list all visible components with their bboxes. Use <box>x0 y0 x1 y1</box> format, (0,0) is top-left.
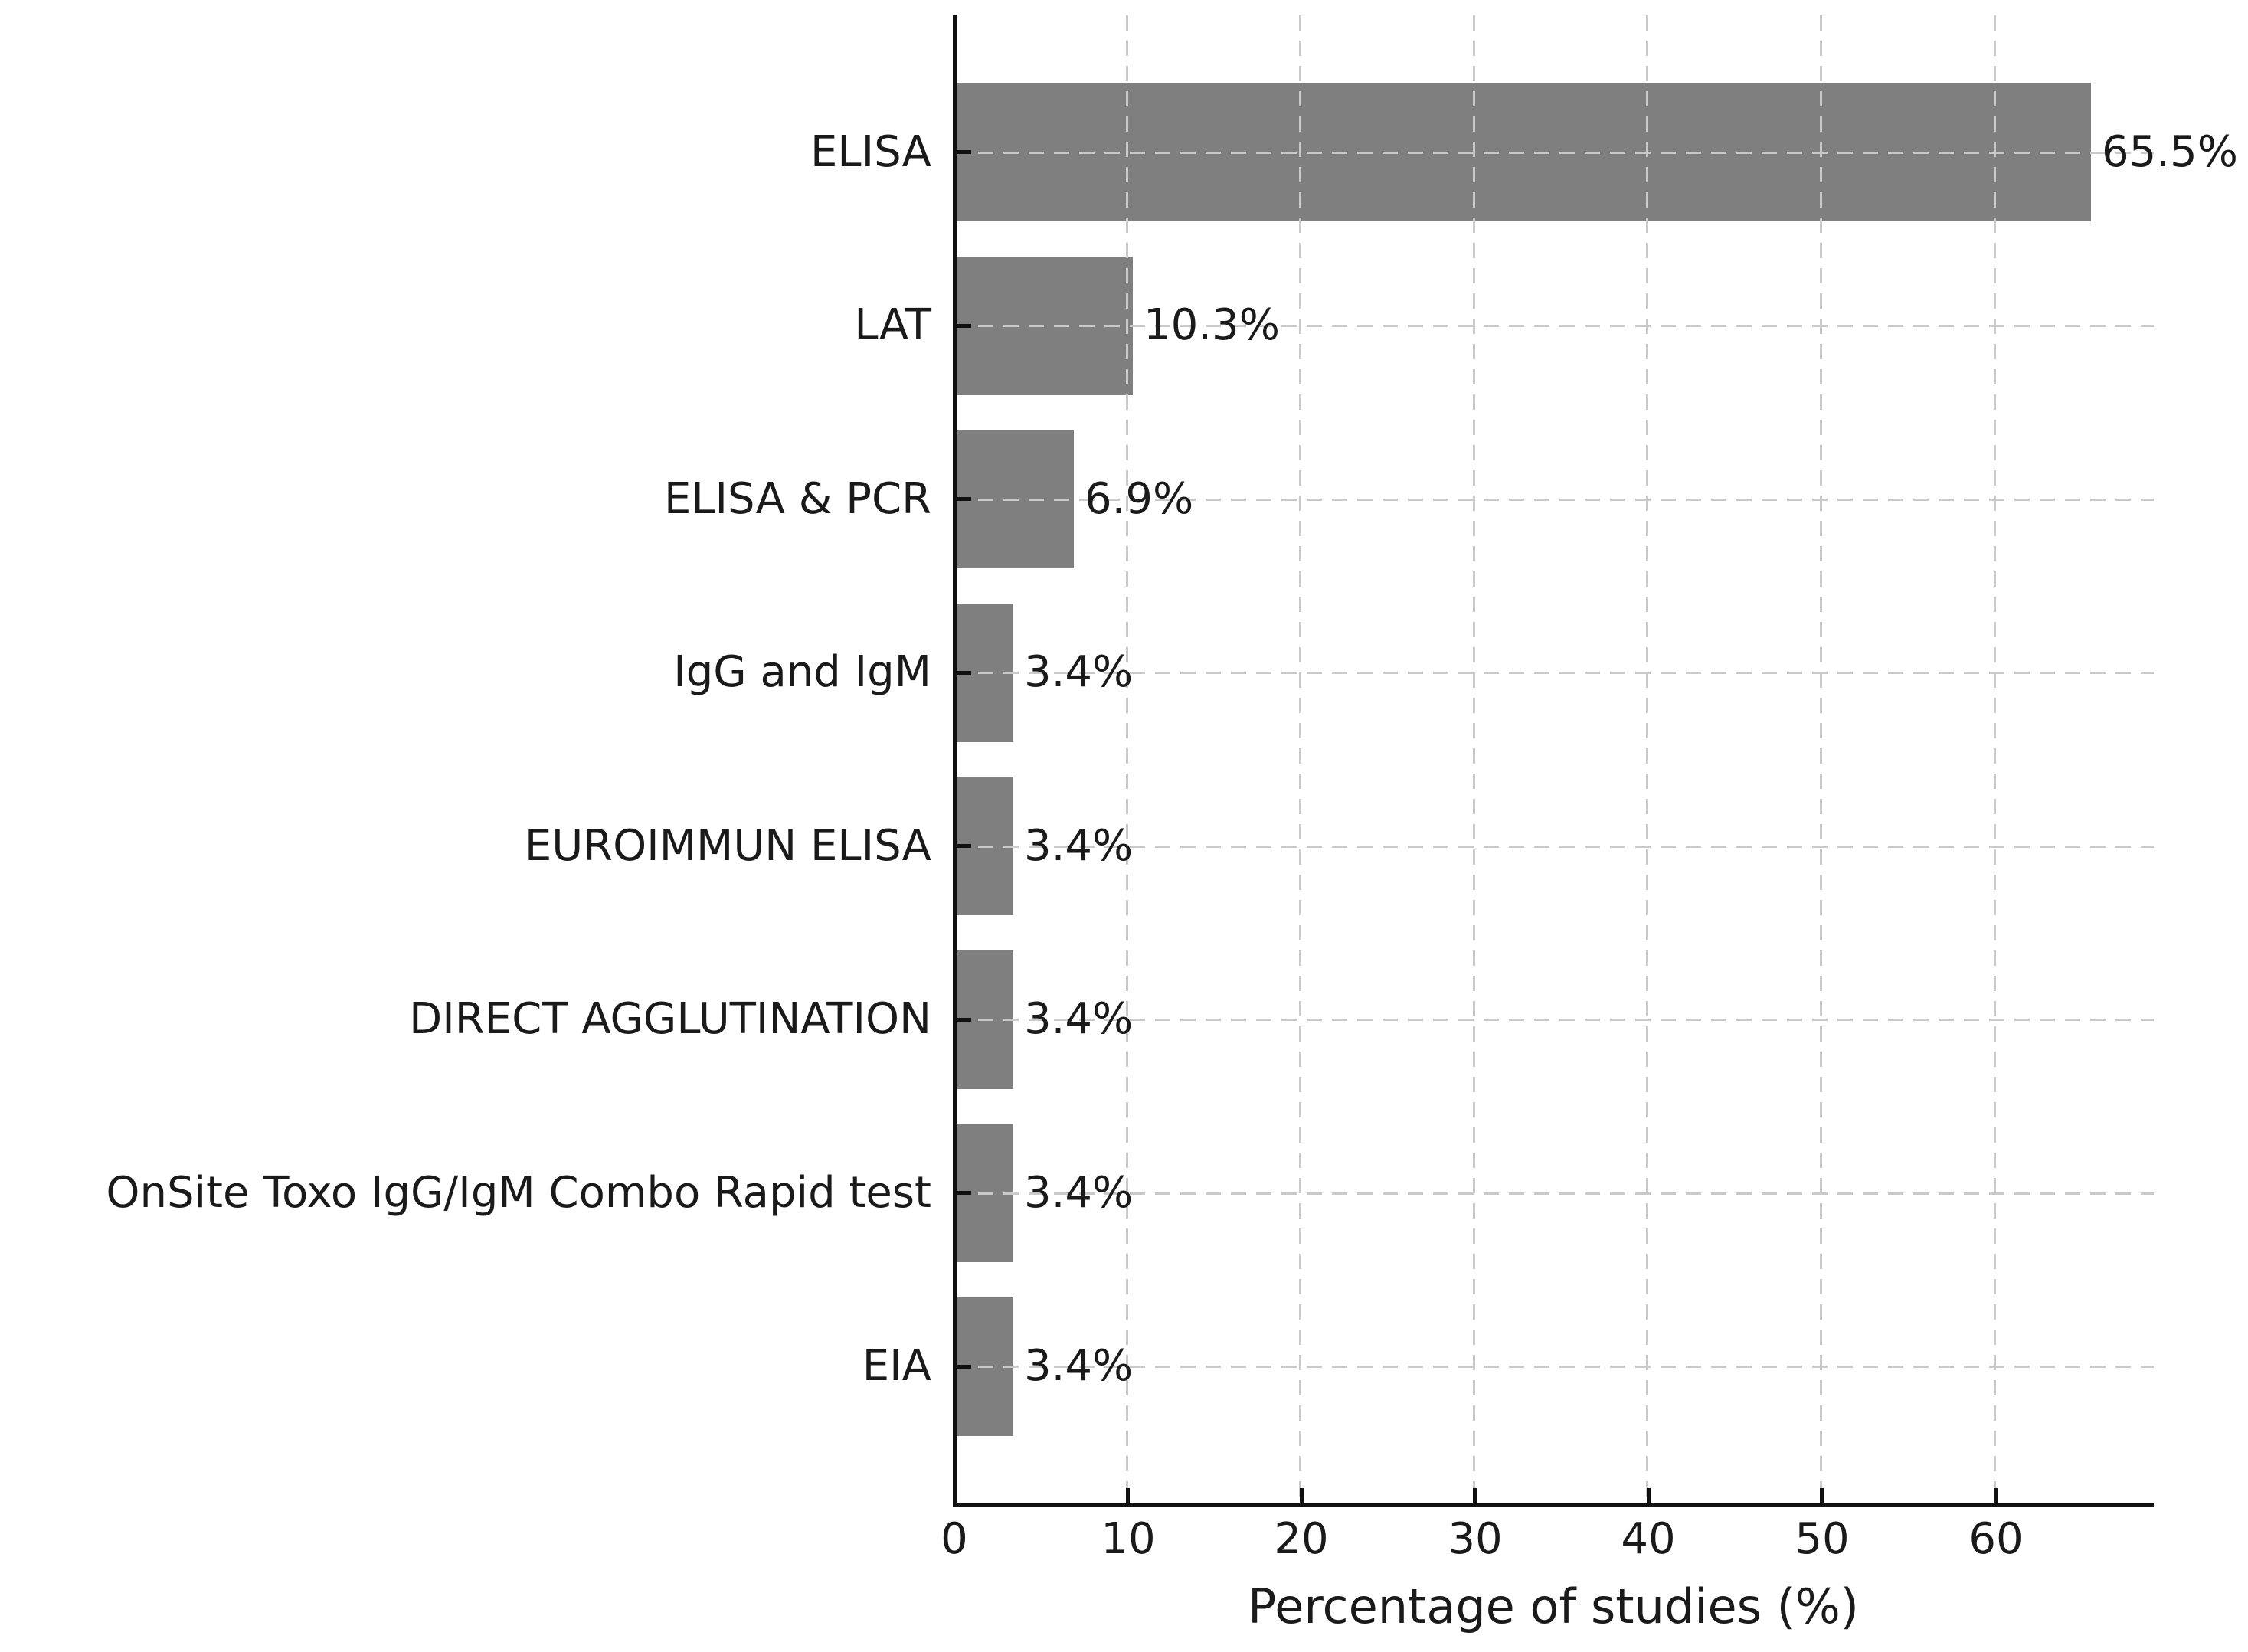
x-tick-10 <box>1126 1488 1130 1503</box>
vertical-gridline-20 <box>1299 15 1302 1503</box>
vertical-gridline-50 <box>1819 15 1822 1503</box>
category-label-direct-agglutination: DIRECT AGGLUTINATION <box>409 994 931 1044</box>
horizontal-gridline-lat <box>953 325 2154 327</box>
horizontal-gridline-eia <box>953 1366 2154 1368</box>
vertical-gridline-40 <box>1646 15 1649 1503</box>
value-label-elisa: 65.5% <box>2102 127 2238 177</box>
x-tick-label-30: 30 <box>1448 1514 1503 1564</box>
horizontal-gridline-elisa-pcr <box>953 499 2154 501</box>
value-label-euroimmun-elisa: 3.4% <box>1024 821 1134 871</box>
value-label-eia: 3.4% <box>1024 1341 1134 1391</box>
horizontal-gridline-elisa <box>953 152 2154 154</box>
horizontal-gridline-igg-and-igm <box>953 672 2154 674</box>
y-tick-elisa-pcr <box>953 497 971 501</box>
y-tick-igg-and-igm <box>953 671 971 675</box>
x-tick-label-20: 20 <box>1274 1514 1329 1564</box>
category-label-elisa-pcr: ELISA & PCR <box>663 474 931 524</box>
category-label-lat: LAT <box>854 300 931 350</box>
y-tick-elisa <box>953 150 971 154</box>
y-tick-onsite-toxo-igg-igm-combo-rapid-test <box>953 1191 971 1195</box>
y-tick-direct-agglutination <box>953 1018 971 1022</box>
vertical-gridline-60 <box>1993 15 1996 1503</box>
category-label-onsite-toxo-igg-igm-combo-rapid-test: OnSite Toxo IgG/IgM Combo Rapid test <box>106 1168 931 1218</box>
horizontal-gridline-onsite-toxo-igg-igm-combo-rapid-test <box>953 1192 2154 1195</box>
x-tick-40 <box>1647 1488 1651 1503</box>
category-label-igg-and-igm: IgG and IgM <box>673 647 931 697</box>
value-label-onsite-toxo-igg-igm-combo-rapid-test: 3.4% <box>1024 1168 1134 1218</box>
horizontal-gridline-euroimmun-elisa <box>953 846 2154 848</box>
value-label-igg-and-igm: 3.4% <box>1024 647 1134 697</box>
y-tick-eia <box>953 1365 971 1369</box>
x-tick-20 <box>1300 1488 1304 1503</box>
x-tick-label-50: 50 <box>1795 1514 1850 1564</box>
value-label-lat: 10.3% <box>1144 300 1280 350</box>
x-axis-title: Percentage of studies (%) <box>1248 1578 1859 1634</box>
x-tick-label-10: 10 <box>1101 1514 1156 1564</box>
x-tick-50 <box>1820 1488 1824 1503</box>
x-tick-60 <box>1994 1488 1998 1503</box>
category-label-elisa: ELISA <box>810 127 931 177</box>
x-tick-label-40: 40 <box>1621 1514 1676 1564</box>
x-tick-label-0: 0 <box>941 1514 968 1564</box>
y-tick-lat <box>953 324 971 328</box>
x-tick-0 <box>953 1488 957 1503</box>
vertical-gridline-30 <box>1472 15 1475 1503</box>
category-label-euroimmun-elisa: EUROIMMUN ELISA <box>524 821 931 871</box>
y-tick-euroimmun-elisa <box>953 844 971 848</box>
x-axis-spine <box>953 1503 2154 1507</box>
value-label-direct-agglutination: 3.4% <box>1024 994 1134 1044</box>
value-label-elisa-pcr: 6.9% <box>1085 474 1194 524</box>
x-tick-30 <box>1473 1488 1477 1503</box>
x-tick-label-60: 60 <box>1968 1514 2024 1564</box>
category-label-eia: EIA <box>862 1341 931 1391</box>
y-axis-spine <box>953 15 957 1507</box>
vertical-gridline-10 <box>1125 15 1128 1503</box>
horizontal-gridline-direct-agglutination <box>953 1019 2154 1021</box>
